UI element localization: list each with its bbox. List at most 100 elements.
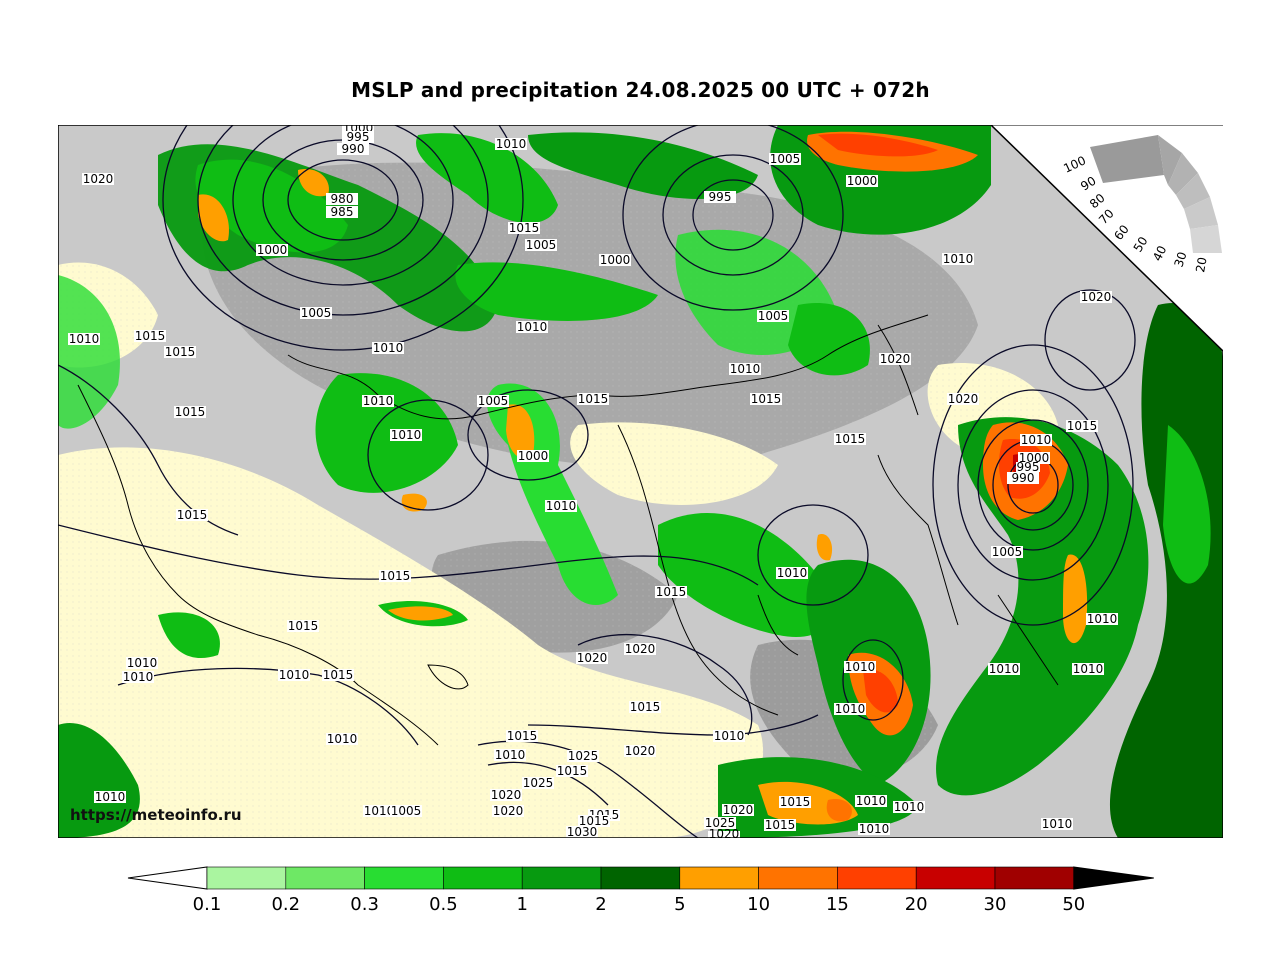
colorbar-box — [285, 866, 365, 890]
isobar-label: 1005 — [390, 804, 422, 818]
svg-text:1010: 1010 — [943, 252, 974, 266]
svg-text:1015: 1015 — [656, 585, 687, 599]
svg-text:1020: 1020 — [493, 804, 524, 818]
svg-text:1015: 1015 — [165, 345, 196, 359]
isobar-label: 1005 — [991, 545, 1023, 559]
svg-text:1015: 1015 — [780, 795, 811, 809]
svg-text:1015: 1015 — [557, 764, 588, 778]
svg-text:1010: 1010 — [1042, 817, 1073, 831]
cloud-label: 30 — [1172, 250, 1190, 269]
svg-text:1000: 1000 — [343, 125, 374, 135]
isobar-label: 980 — [326, 192, 358, 206]
isobar-label: 1015 — [629, 700, 661, 714]
isobar-label: 990 — [1007, 471, 1039, 485]
colorbar-labels: 0.1 0.2 0.3 0.5 1 2 5 10 15 20 30 50 — [193, 894, 1086, 915]
isobar-label: 1010 — [363, 804, 395, 818]
isobar-label: 1015 — [578, 814, 610, 828]
isobar-label: 1020 — [1080, 290, 1112, 304]
forecast-map: 1000 995 990 980 985 1020 1010 1005 995 … — [58, 125, 1223, 838]
svg-text:1015: 1015 — [507, 729, 538, 743]
svg-text:1020: 1020 — [625, 642, 656, 656]
isobar-label: 1010 — [372, 341, 404, 355]
svg-text:1010: 1010 — [714, 729, 745, 743]
isobar-label: 1010 — [858, 822, 890, 836]
isobar-label: 1010 — [494, 748, 526, 762]
isobar-label: 1010 — [94, 790, 126, 804]
svg-text:1015: 1015 — [765, 818, 796, 832]
isobar-label: 1015 — [134, 329, 166, 343]
svg-text:1010: 1010 — [373, 341, 404, 355]
isobar-label: 1010 — [1020, 433, 1052, 447]
svg-text:1000: 1000 — [1019, 451, 1050, 465]
svg-text:995: 995 — [347, 130, 370, 144]
isobar-label: 1000 — [846, 174, 878, 188]
watermark-text: https://meteoinfo.ru — [70, 806, 242, 824]
isobar-label: 1020 — [708, 827, 740, 838]
svg-text:1010: 1010 — [777, 566, 808, 580]
svg-text:1020: 1020 — [723, 803, 754, 817]
isobar-labels: 1000 995 990 980 985 1020 1010 1005 995 … — [68, 125, 1118, 838]
isobar-label: 1015 — [556, 764, 588, 778]
svg-text:1010: 1010 — [391, 428, 422, 442]
svg-text:1020: 1020 — [83, 172, 114, 186]
isobar-label: 1015 — [506, 729, 538, 743]
svg-text:1010: 1010 — [845, 660, 876, 674]
svg-text:1015: 1015 — [630, 700, 661, 714]
svg-text:1010: 1010 — [1021, 433, 1052, 447]
isobar-label: 1010 — [729, 362, 761, 376]
svg-text:1010: 1010 — [127, 656, 158, 670]
colorbar-box — [837, 866, 917, 890]
colorbar-box — [206, 866, 287, 890]
isobar-label: 1015 — [764, 818, 796, 832]
svg-text:1015: 1015 — [177, 508, 208, 522]
isobar-label: 1000 — [1018, 451, 1050, 465]
svg-text:1010: 1010 — [859, 822, 890, 836]
svg-text:995: 995 — [709, 190, 732, 204]
isobar-label: 985 — [326, 205, 358, 219]
svg-text:1005: 1005 — [758, 309, 789, 323]
isobar-label: 1000 — [256, 243, 288, 257]
colorbar-box — [758, 866, 838, 890]
svg-text:1010: 1010 — [95, 790, 126, 804]
svg-text:1010: 1010 — [989, 662, 1020, 676]
svg-text:1025: 1025 — [568, 749, 599, 763]
svg-text:1015: 1015 — [323, 668, 354, 682]
svg-text:1010: 1010 — [856, 794, 887, 808]
svg-text:1025: 1025 — [705, 816, 736, 830]
colorbar-tick-label: 5 — [674, 894, 685, 915]
svg-text:1015: 1015 — [175, 405, 206, 419]
isobar-label: 1030 — [566, 825, 598, 838]
isobar-label: 995 — [1016, 460, 1040, 474]
isobar-label: 1005 — [477, 394, 509, 408]
isobar-label: 1000 — [342, 125, 374, 135]
svg-text:1020: 1020 — [577, 651, 608, 665]
colorbar-tick-label: 0.5 — [429, 894, 458, 915]
colorbar-over-triangle — [1073, 866, 1154, 890]
isobar-label: 1010 — [1072, 662, 1104, 676]
svg-text:1010: 1010 — [1087, 612, 1118, 626]
svg-text:1000: 1000 — [257, 243, 288, 257]
isobar-label: 1015 — [176, 508, 208, 522]
isobar-label: 1015 — [164, 345, 196, 359]
isobar-label: 1015 — [750, 392, 782, 406]
isobar-label: 1015 — [508, 221, 540, 235]
isobar-label: 990 — [337, 142, 369, 156]
colorbar-box — [679, 866, 759, 890]
colorbar-tick-label: 0.3 — [350, 894, 379, 915]
svg-text:1010: 1010 — [364, 804, 395, 818]
colorbar-box — [364, 866, 444, 890]
svg-text:1020: 1020 — [491, 788, 522, 802]
isobar-label: 1020 — [879, 352, 911, 366]
isobar-label: 1005 — [300, 306, 332, 320]
colorbar-boxes — [127, 866, 1154, 890]
isobar-label: 1025 — [704, 816, 736, 830]
svg-text:1005: 1005 — [992, 545, 1023, 559]
svg-text:1020: 1020 — [709, 827, 740, 838]
isobar-label: 1020 — [82, 172, 114, 186]
svg-text:1010: 1010 — [835, 702, 866, 716]
colorbar-box — [443, 866, 523, 890]
colorbar-tick-label: 1 — [516, 894, 527, 915]
svg-text:1005: 1005 — [301, 306, 332, 320]
isobar-label: 1005 — [769, 152, 801, 166]
isobars — [58, 125, 1136, 838]
